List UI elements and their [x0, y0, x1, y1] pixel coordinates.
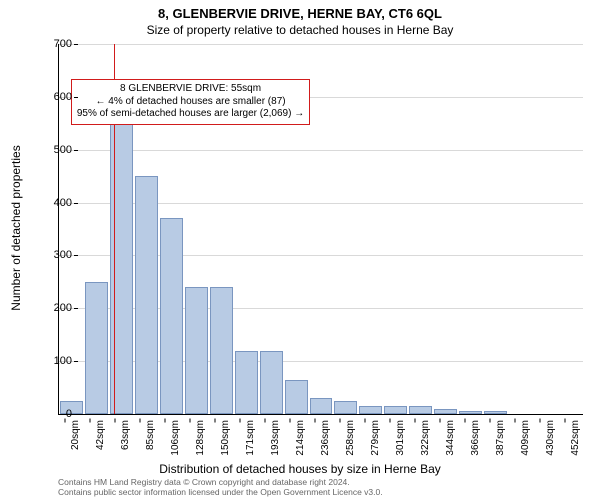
x-tick: 344sqm [445, 420, 456, 470]
histogram-bar [235, 351, 258, 414]
histogram-bar [85, 282, 108, 414]
x-tick: 279sqm [370, 420, 381, 470]
x-tick: 452sqm [570, 420, 581, 470]
x-tick: 85sqm [145, 420, 156, 470]
annotation-line: 8 GLENBERVIE DRIVE: 55sqm [77, 83, 304, 96]
y-tick: 600 [32, 91, 72, 103]
y-tick: 400 [32, 197, 72, 209]
footer-attribution: Contains HM Land Registry data © Crown c… [58, 478, 383, 498]
histogram-bar [260, 351, 283, 414]
chart-title: 8, GLENBERVIE DRIVE, HERNE BAY, CT6 6QL [0, 0, 600, 21]
x-tick: 150sqm [220, 420, 231, 470]
histogram-bar [285, 380, 308, 414]
histogram-bar [210, 287, 233, 414]
histogram-bar [135, 176, 158, 414]
annotation-line: 95% of semi-detached houses are larger (… [77, 108, 304, 121]
histogram-bar [459, 411, 482, 414]
gridline [59, 44, 583, 45]
x-tick: 301sqm [395, 420, 406, 470]
x-tick: 366sqm [470, 420, 481, 470]
plot-area: 8 GLENBERVIE DRIVE: 55sqm← 4% of detache… [58, 44, 583, 415]
x-tick: 214sqm [295, 420, 306, 470]
histogram-bar [185, 287, 208, 414]
x-tick: 409sqm [520, 420, 531, 470]
histogram-bar [384, 406, 407, 414]
x-tick: 322sqm [420, 420, 431, 470]
x-tick: 106sqm [170, 420, 181, 470]
x-tick: 236sqm [320, 420, 331, 470]
y-tick: 700 [32, 38, 72, 50]
gridline [59, 150, 583, 151]
histogram-bar [434, 409, 457, 414]
x-tick: 20sqm [70, 420, 81, 470]
y-tick: 300 [32, 249, 72, 261]
y-tick: 500 [32, 144, 72, 156]
chart-subtitle: Size of property relative to detached ho… [0, 23, 600, 37]
histogram-bar [160, 218, 183, 414]
x-tick: 387sqm [495, 420, 506, 470]
histogram-bar [334, 401, 357, 414]
x-tick: 258sqm [345, 420, 356, 470]
x-tick: 42sqm [95, 420, 106, 470]
histogram-bar [310, 398, 333, 414]
annotation-line: ← 4% of detached houses are smaller (87) [77, 96, 304, 109]
x-tick: 128sqm [195, 420, 206, 470]
y-tick: 100 [32, 355, 72, 367]
y-tick: 200 [32, 302, 72, 314]
x-tick: 430sqm [545, 420, 556, 470]
y-axis-label: Number of detached properties [9, 145, 23, 310]
property-annotation: 8 GLENBERVIE DRIVE: 55sqm← 4% of detache… [71, 79, 310, 125]
histogram-bar [409, 406, 432, 414]
x-tick: 193sqm [270, 420, 281, 470]
footer-line-2: Contains public sector information licen… [58, 488, 383, 498]
x-tick: 63sqm [120, 420, 131, 470]
histogram-bar [359, 406, 382, 414]
histogram-bar [484, 411, 507, 414]
y-tick: 0 [32, 408, 72, 420]
x-tick: 171sqm [245, 420, 256, 470]
histogram-chart: 8, GLENBERVIE DRIVE, HERNE BAY, CT6 6QL … [0, 0, 600, 500]
